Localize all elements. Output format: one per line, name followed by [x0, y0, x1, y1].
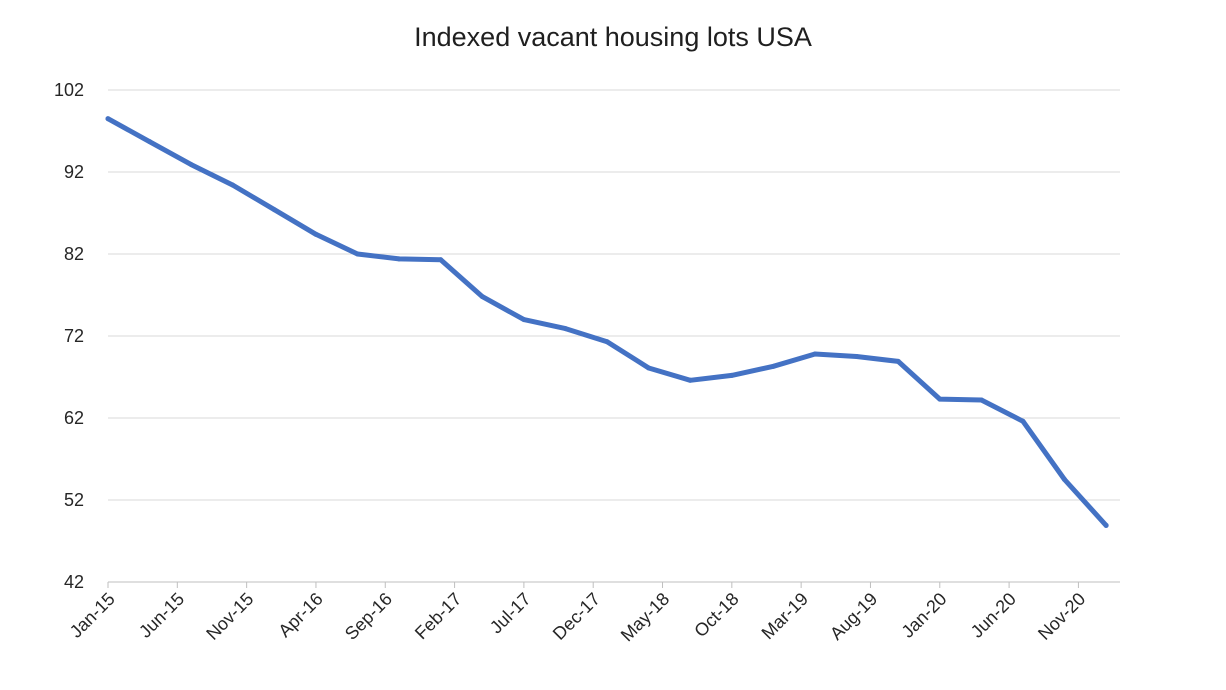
data-point — [895, 358, 901, 364]
x-tick-label: Mar-19 — [758, 589, 812, 643]
data-point — [729, 372, 735, 378]
x-tick-label: Jan-20 — [898, 589, 951, 642]
y-tick-label: 92 — [64, 162, 84, 182]
y-tick-label: 82 — [64, 244, 84, 264]
x-tick-label: Jul-17 — [486, 589, 535, 638]
data-point — [937, 396, 943, 402]
x-tick-label: Nov-15 — [202, 589, 257, 644]
data-point — [438, 257, 444, 263]
data-point — [604, 339, 610, 345]
y-tick-label: 42 — [64, 572, 84, 592]
x-tick-label: Feb-17 — [411, 589, 465, 643]
x-tick-label: Aug-19 — [826, 589, 881, 644]
data-point — [978, 397, 984, 403]
data-point — [562, 326, 568, 332]
data-point — [271, 207, 277, 213]
x-tick-label: May-18 — [617, 589, 674, 646]
data-point — [355, 251, 361, 257]
chart-title: Indexed vacant housing lots USA — [414, 22, 812, 52]
series-line — [105, 116, 1109, 528]
data-point — [230, 182, 236, 188]
x-tick-label: Apr-16 — [274, 589, 326, 641]
data-point — [396, 256, 402, 262]
y-tick-label: 62 — [64, 408, 84, 428]
data-point — [854, 354, 860, 359]
data-point — [687, 377, 693, 383]
data-point — [479, 294, 485, 300]
data-point — [1020, 418, 1026, 424]
data-point — [105, 116, 111, 122]
data-point — [770, 363, 776, 369]
x-tick-label: Jan-15 — [66, 589, 119, 642]
x-tick-label: Nov-20 — [1034, 589, 1089, 644]
x-tick-label: Dec-17 — [549, 589, 604, 644]
y-tick-label: 72 — [64, 326, 84, 346]
x-tick-label: Jun-20 — [967, 589, 1020, 642]
y-tick-label: 102 — [54, 80, 84, 100]
data-point — [812, 351, 818, 357]
x-tick-label: Jun-15 — [135, 589, 188, 642]
x-tick-label: Sep-16 — [341, 589, 396, 644]
data-point — [646, 365, 652, 371]
data-point — [1103, 522, 1109, 528]
y-tick-label: 52 — [64, 490, 84, 510]
x-tick-label: Oct-18 — [690, 589, 742, 641]
data-point — [188, 162, 194, 168]
data-point — [521, 317, 527, 323]
data-point — [313, 231, 319, 237]
data-point — [1062, 477, 1068, 482]
data-point — [147, 139, 153, 145]
